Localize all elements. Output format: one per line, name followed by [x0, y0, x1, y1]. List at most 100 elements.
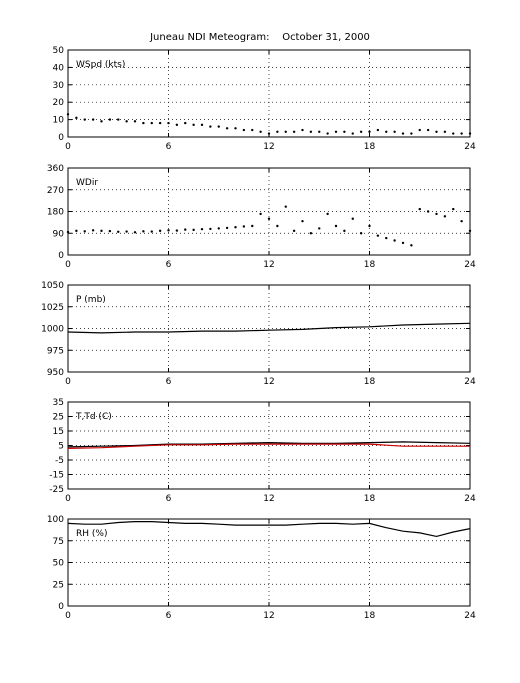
data-point: [91, 118, 95, 121]
y-tick-label: 180: [47, 208, 64, 218]
x-tick-label: 24: [464, 494, 476, 504]
data-point: [91, 229, 95, 232]
y-tick-label: 15: [53, 427, 64, 437]
data-point: [401, 241, 405, 245]
x-tick-label: 12: [263, 611, 274, 621]
data-point: [385, 130, 388, 133]
data-point: [234, 127, 237, 130]
data-point: [326, 212, 329, 216]
y-tick-label: -5: [55, 456, 64, 466]
data-point: [452, 207, 455, 211]
data-point: [435, 130, 438, 133]
data-point: [75, 116, 78, 120]
figure-title: Juneau NDI Meteogram: October 31, 2000: [150, 32, 370, 43]
y-tick-label: 50: [53, 46, 65, 56]
x-tick-label: 24: [464, 260, 476, 270]
data-point: [309, 232, 313, 235]
data-point: [125, 230, 128, 233]
y-tick-label: 0: [58, 602, 64, 612]
data-point: [267, 132, 271, 135]
x-tick-label: 0: [65, 377, 71, 387]
panel-label: WSpd (kts): [76, 60, 125, 70]
data-point: [359, 232, 363, 235]
panel-1: 0 6 12 18 24 0 10 20 30 40 50 WSpd (kts): [53, 46, 476, 152]
x-tick-label: 0: [65, 260, 71, 270]
data-point: [309, 130, 313, 133]
data-point: [426, 210, 430, 213]
x-tick-label: 18: [364, 494, 376, 504]
data-point: [217, 125, 220, 128]
data-point: [351, 132, 354, 135]
data-point: [460, 219, 463, 223]
x-tick-label: 24: [464, 142, 476, 152]
data-point: [200, 123, 204, 127]
panel-2: 0 6 12 18 24 0 90 180 270 360 WDir: [47, 164, 476, 270]
y-tick-label: 1025: [41, 303, 64, 313]
data-point: [142, 230, 145, 233]
data-point: [376, 234, 380, 237]
data-point: [200, 227, 204, 231]
x-tick-label: 0: [65, 611, 71, 621]
data-point: [393, 239, 396, 242]
data-point: [75, 229, 78, 233]
data-point: [418, 207, 421, 211]
panel-label: P (mb): [76, 295, 106, 305]
y-tick-label: 10: [53, 116, 65, 126]
x-tick-label: 18: [364, 260, 376, 270]
data-point: [318, 227, 321, 230]
y-tick-label: 270: [47, 186, 64, 196]
x-tick-label: 6: [166, 494, 172, 504]
data-point: [251, 224, 254, 228]
y-tick-label: 25: [53, 413, 64, 423]
data-point: [334, 224, 338, 228]
y-tick-label: 25: [53, 580, 64, 590]
y-tick-label: 90: [53, 229, 65, 239]
data-point: [66, 113, 70, 116]
data-point: [410, 132, 413, 135]
data-point: [251, 128, 254, 132]
y-tick-label: 50: [53, 559, 65, 569]
data-point: [401, 132, 405, 135]
data-point: [418, 128, 421, 132]
y-tick-label: 975: [47, 346, 64, 356]
data-point: [359, 130, 363, 133]
data-point: [426, 128, 430, 132]
series-line-1: [67, 520, 471, 538]
data-point: [443, 215, 447, 218]
data-point: [100, 229, 103, 233]
x-tick-label: 18: [364, 611, 376, 621]
data-point: [184, 121, 187, 125]
data-point: [435, 212, 438, 216]
data-point: [192, 228, 195, 232]
panel-label: RH (%): [76, 529, 107, 539]
data-point: [410, 244, 413, 247]
plot-frame: [67, 49, 471, 138]
x-tick-label: 6: [166, 377, 172, 387]
x-tick-label: 12: [263, 494, 274, 504]
data-point: [158, 121, 162, 125]
data-point: [301, 128, 304, 132]
y-tick-label: -15: [49, 471, 64, 481]
data-point: [284, 130, 287, 133]
data-point: [334, 130, 338, 133]
data-point: [368, 224, 371, 228]
y-tick-label: 40: [53, 63, 65, 73]
data-point: [150, 121, 153, 125]
data-point: [209, 125, 212, 128]
data-point: [368, 130, 371, 133]
data-point: [117, 230, 120, 233]
data-point: [376, 128, 380, 132]
data-point: [175, 229, 179, 232]
x-tick-label: 12: [263, 142, 274, 152]
data-point: [108, 229, 112, 233]
x-tick-label: 24: [464, 377, 476, 387]
y-tick-label: 950: [47, 368, 64, 378]
x-tick-label: 18: [364, 377, 376, 387]
y-tick-label: 360: [47, 164, 64, 174]
data-point: [259, 212, 262, 216]
series-line-1: [67, 322, 471, 334]
data-point: [133, 231, 137, 234]
data-point: [301, 219, 304, 223]
data-point: [276, 224, 279, 228]
y-tick-label: 1000: [41, 325, 64, 335]
